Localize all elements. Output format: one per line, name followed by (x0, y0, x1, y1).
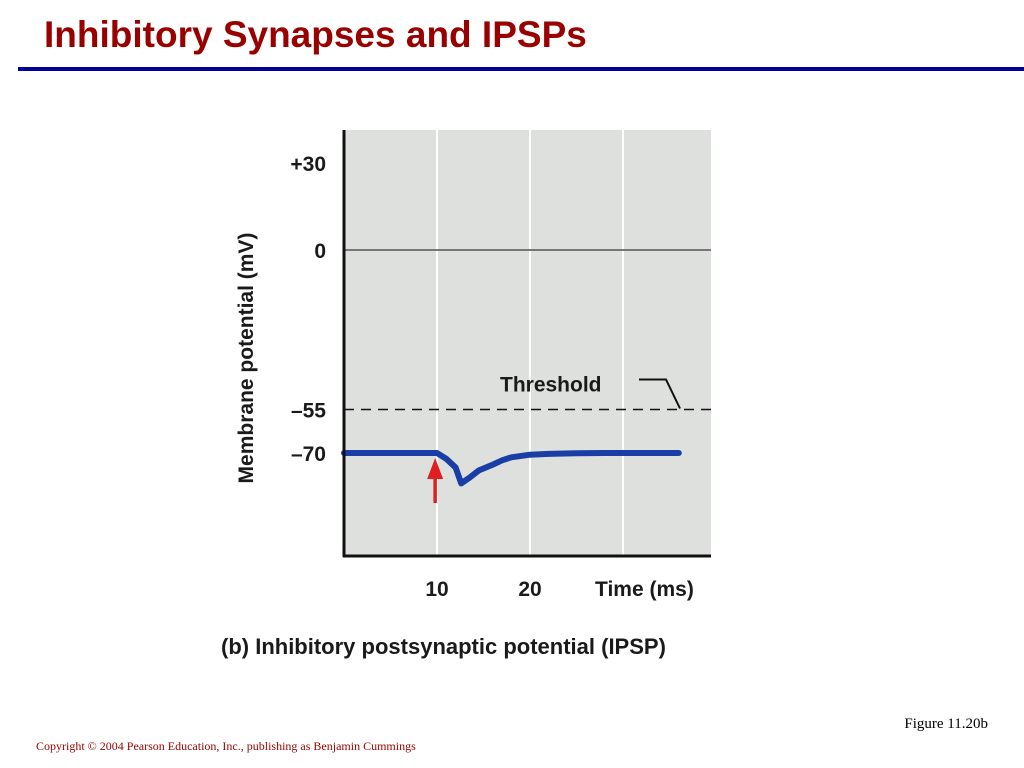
slide-title: Inhibitory Synapses and IPSPs (44, 14, 587, 55)
axis-layer (342, 130, 711, 558)
threshold-label: Threshold (500, 374, 602, 397)
membrane-potential-trace (341, 450, 682, 487)
y-tick-label: 0 (314, 240, 326, 263)
chart-caption: (b) Inhibitory postsynaptic potential (I… (221, 634, 666, 659)
series-layer (341, 450, 682, 487)
y-axis-title: Membrane potential (mV) (235, 233, 258, 484)
reference-lines (344, 249, 711, 411)
grid-layer (436, 130, 624, 556)
label-layer: Threshold +30 0 –55 –70 10 20 Time (ms) Membrane… (221, 153, 694, 659)
y-tick-label: +30 (290, 153, 326, 176)
y-tick-label: –70 (291, 443, 326, 466)
figure-reference: Figure 11.20b (904, 716, 988, 732)
stimulus-arrow-head (427, 458, 444, 479)
title-rule (18, 67, 1024, 71)
copyright-notice: Copyright © 2004 Pearson Education, Inc.… (36, 739, 416, 753)
x-tick-label: 20 (518, 578, 541, 601)
x-axis-title: Time (ms) (595, 578, 694, 601)
annotation-layer (427, 458, 444, 503)
plot-background (344, 130, 711, 556)
threshold-leader (639, 378, 681, 409)
x-tick-label: 10 (425, 578, 448, 601)
y-tick-label: –55 (291, 400, 326, 423)
